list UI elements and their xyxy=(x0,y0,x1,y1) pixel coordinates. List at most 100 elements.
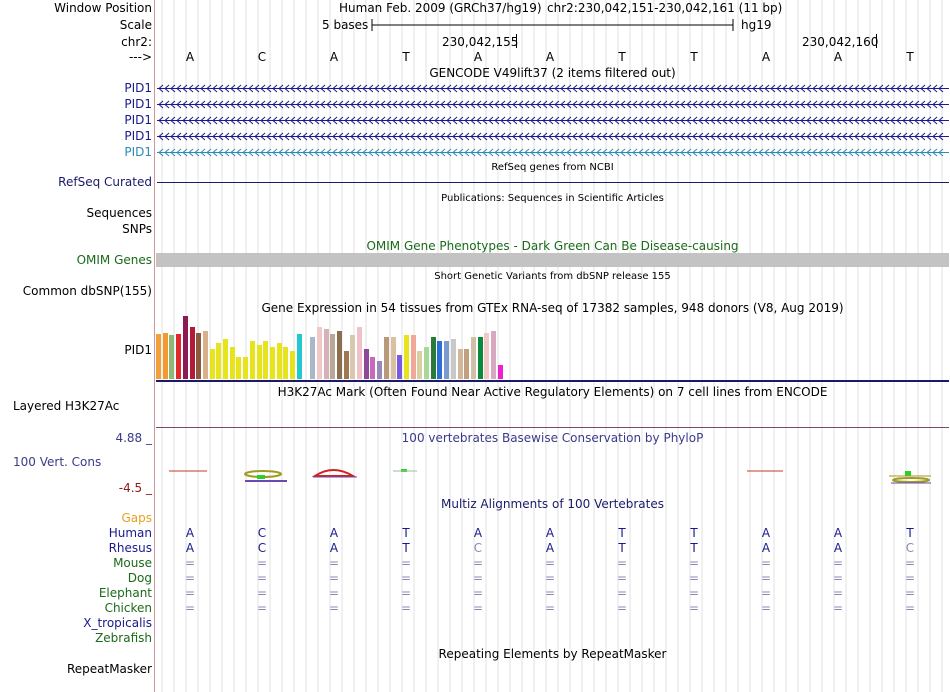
gtex-tissue-bar[interactable] xyxy=(249,341,255,379)
sequences-label[interactable]: Sequences xyxy=(86,206,152,220)
gencode-transcript-label[interactable]: PID1 xyxy=(124,113,152,127)
gencode-transcript-line[interactable] xyxy=(157,131,949,142)
snps-label[interactable]: SNPs xyxy=(122,222,152,236)
gtex-tissue-bar[interactable] xyxy=(182,316,188,379)
gtex-tissue-bar[interactable] xyxy=(430,337,436,379)
alignment-base: A xyxy=(761,541,771,555)
gtex-tissue-bar[interactable] xyxy=(243,357,249,379)
species-label[interactable]: Zebrafish xyxy=(95,631,152,645)
gtex-tissue-bar[interactable] xyxy=(176,334,182,379)
gtex-tissue-bar[interactable] xyxy=(229,347,235,379)
phylop-plot[interactable] xyxy=(155,460,950,490)
species-label[interactable]: Elephant xyxy=(98,586,152,600)
gtex-tissue-bar[interactable] xyxy=(216,343,222,379)
gtex-tissue-bar[interactable] xyxy=(202,331,208,379)
gtex-tissue-bar[interactable] xyxy=(189,327,195,379)
gtex-tissue-bar[interactable] xyxy=(236,357,242,379)
gtex-tissue-bar[interactable] xyxy=(276,343,282,379)
cons-max-label: 4.88 _ xyxy=(115,431,152,445)
window-position-label[interactable]: Window Position xyxy=(54,1,152,15)
gtex-tissue-bar[interactable] xyxy=(417,351,423,379)
gtex-tissue-bar[interactable] xyxy=(450,339,456,379)
alignment-base: A xyxy=(833,541,843,555)
gencode-transcript-line[interactable] xyxy=(157,115,949,126)
gtex-tissue-bar[interactable] xyxy=(310,337,316,379)
species-label[interactable]: X_tropicalis xyxy=(83,616,152,630)
gtex-tissue-bar[interactable] xyxy=(256,345,262,379)
gtex-tissue-bar[interactable] xyxy=(497,365,503,379)
gencode-transcript-line[interactable] xyxy=(157,83,949,94)
gtex-bar-chart[interactable] xyxy=(156,316,536,379)
gtex-tissue-bar[interactable] xyxy=(477,337,483,379)
gtex-tissue-bar[interactable] xyxy=(269,347,275,379)
alignment-match: = xyxy=(616,571,628,585)
gtex-tissue-bar[interactable] xyxy=(383,337,389,379)
reference-base: A xyxy=(545,50,555,64)
common-dbsnp-label[interactable]: Common dbSNP(155) xyxy=(22,284,152,298)
gtex-tissue-bar[interactable] xyxy=(343,351,349,379)
alignment-base: T xyxy=(690,526,698,540)
gtex-tissue-bar[interactable] xyxy=(209,349,215,379)
species-label[interactable]: Chicken xyxy=(104,601,152,615)
gtex-tissue-bar[interactable] xyxy=(470,337,476,379)
gtex-tissue-bar[interactable] xyxy=(196,333,202,379)
gtex-tissue-bar[interactable] xyxy=(162,333,168,379)
h3k27ac-title: H3K27Ac Mark (Often Found Near Active Re… xyxy=(277,385,828,399)
gencode-transcript-label[interactable]: PID1 xyxy=(124,145,152,159)
gtex-tissue-bar[interactable] xyxy=(397,355,403,379)
species-label[interactable]: Rhesus xyxy=(108,541,152,555)
gtex-tissue-bar[interactable] xyxy=(330,334,336,379)
gtex-tissue-bar[interactable] xyxy=(464,349,470,379)
refseq-label[interactable]: RefSeq Curated xyxy=(58,175,152,189)
refseq-gene-line[interactable] xyxy=(157,182,949,183)
alignment-base: A xyxy=(545,541,555,555)
species-label[interactable]: Mouse xyxy=(113,556,152,570)
species-label[interactable]: Human xyxy=(108,526,152,540)
scale-label[interactable]: Scale xyxy=(119,18,152,32)
gencode-transcript-label[interactable]: PID1 xyxy=(124,97,152,111)
gencode-transcript-line[interactable] xyxy=(157,147,949,158)
omim-bar[interactable] xyxy=(156,253,949,267)
cons-label[interactable]: 100 Vert. Cons xyxy=(13,455,102,469)
gencode-transcript-label[interactable]: PID1 xyxy=(124,129,152,143)
gtex-tissue-bar[interactable] xyxy=(363,349,369,379)
gtex-tissue-bar[interactable] xyxy=(336,331,342,379)
gtex-tissue-bar[interactable] xyxy=(283,347,289,379)
gtex-tissue-bar[interactable] xyxy=(424,347,429,379)
alignment-match: = xyxy=(472,586,484,600)
alignment-match: = xyxy=(904,601,916,615)
gencode-transcript-line[interactable] xyxy=(157,99,949,110)
species-label[interactable]: Dog xyxy=(127,571,152,585)
gtex-tissue-bar[interactable] xyxy=(316,327,322,379)
alignment-match: = xyxy=(616,586,628,600)
gtex-tissue-bar[interactable] xyxy=(484,333,490,379)
gtex-tissue-bar[interactable] xyxy=(156,334,161,379)
gtex-tissue-bar[interactable] xyxy=(370,357,376,379)
repeatmasker-label[interactable]: RepeatMasker xyxy=(66,662,152,676)
gtex-gene-label[interactable]: PID1 xyxy=(124,343,152,357)
gtex-tissue-bar[interactable] xyxy=(390,337,396,379)
gtex-tissue-bar[interactable] xyxy=(437,341,443,379)
alignment-match: = xyxy=(544,556,556,570)
gtex-tissue-bar[interactable] xyxy=(290,351,295,379)
h3k27ac-label[interactable]: Layered H3K27Ac xyxy=(13,399,120,413)
omim-label[interactable]: OMIM Genes xyxy=(76,253,152,267)
gtex-tissue-bar[interactable] xyxy=(350,335,356,379)
gtex-tissue-bar[interactable] xyxy=(223,339,228,379)
alignment-match: = xyxy=(688,586,700,600)
gtex-tissue-bar[interactable] xyxy=(323,329,329,379)
gtex-tissue-bar[interactable] xyxy=(377,361,383,379)
alignment-match: = xyxy=(832,571,844,585)
gtex-tissue-bar[interactable] xyxy=(444,341,450,379)
gtex-tissue-bar[interactable] xyxy=(263,341,269,379)
gtex-tissue-bar[interactable] xyxy=(169,335,175,379)
gencode-transcript-label[interactable]: PID1 xyxy=(124,81,152,95)
gtex-tissue-bar[interactable] xyxy=(296,334,302,379)
gtex-tissue-bar[interactable] xyxy=(457,349,463,379)
gtex-tissue-bar[interactable] xyxy=(357,327,362,379)
scale-db-text: hg19 xyxy=(741,18,772,32)
gtex-tissue-bar[interactable] xyxy=(403,335,409,379)
gtex-tissue-bar[interactable] xyxy=(491,331,496,379)
reference-base: T xyxy=(690,50,698,64)
gtex-tissue-bar[interactable] xyxy=(410,335,416,379)
